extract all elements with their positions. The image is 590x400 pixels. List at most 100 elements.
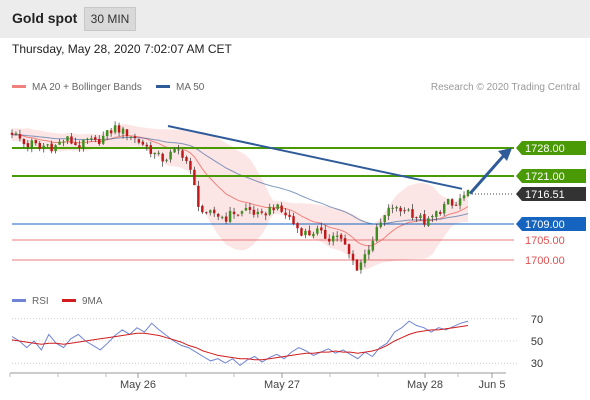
candle-bull xyxy=(165,159,168,161)
candle-bull xyxy=(458,198,462,206)
candle-bull xyxy=(46,144,49,146)
candle-bear xyxy=(98,138,101,144)
candle-bear xyxy=(125,129,129,137)
candle-bear xyxy=(347,244,351,254)
candle-bull xyxy=(220,216,224,218)
candle-bull xyxy=(240,211,244,214)
candle-bull xyxy=(157,152,160,154)
candle-bear xyxy=(343,238,347,245)
candle-bull xyxy=(121,128,125,134)
candle-bull xyxy=(169,151,172,160)
candle-bear xyxy=(137,139,141,143)
candle-bear xyxy=(308,230,311,236)
candle-bear xyxy=(189,160,192,170)
candle-bear xyxy=(288,214,291,217)
candle-bear xyxy=(22,139,26,145)
candle-bull xyxy=(442,204,446,214)
instrument-title: Gold spot xyxy=(12,10,78,26)
x-tick-label: May 28 xyxy=(407,379,443,391)
candle-bear xyxy=(109,130,113,134)
candle-bear xyxy=(280,205,283,212)
candle-bull xyxy=(395,207,398,209)
level-label-1709.00: 1709.00 xyxy=(525,219,565,231)
level-tag-1728.00 xyxy=(516,141,586,155)
candle-bear xyxy=(185,157,188,162)
candle-bear xyxy=(78,145,81,148)
rsi-tick-50: 50 xyxy=(531,336,543,348)
watermark: Research © 2020 Trading Central xyxy=(431,82,580,93)
candle-bear xyxy=(339,234,343,239)
level-label-1700.00: 1700.00 xyxy=(525,255,565,267)
candle-bull xyxy=(331,235,335,242)
candle-bull xyxy=(244,208,248,211)
candle-bull xyxy=(435,211,438,218)
candle-bear xyxy=(161,153,164,162)
candle-bear xyxy=(292,216,295,224)
legend-label-ma50: MA 50 xyxy=(176,82,205,93)
candle-bear xyxy=(38,143,41,149)
candle-bear xyxy=(423,214,426,225)
forecast-arrow-shaft xyxy=(468,152,508,195)
candle-bear xyxy=(50,143,53,152)
candle-bear xyxy=(284,212,287,216)
candle-bear xyxy=(264,213,268,216)
level-tag-1716.51 xyxy=(516,186,586,201)
candle-bear xyxy=(327,238,331,242)
rsi-tick-70: 70 xyxy=(531,314,543,326)
timeframe-button[interactable]: 30 MIN xyxy=(84,7,136,31)
level-label-1716.51: 1716.51 xyxy=(525,189,565,201)
candle-bear xyxy=(224,216,228,222)
candle-bull xyxy=(387,207,390,216)
candle-bear xyxy=(454,204,458,206)
trend-line xyxy=(167,125,463,190)
candle-bull xyxy=(419,215,422,219)
candle-bear xyxy=(141,141,145,145)
bollinger-band xyxy=(12,123,468,270)
candle-bear xyxy=(216,213,220,217)
candle-bull xyxy=(173,148,176,153)
forecast-arrow-head xyxy=(498,148,512,161)
candle-bear xyxy=(272,207,275,211)
candle-bear xyxy=(252,209,256,215)
level-label-1705.00: 1705.00 xyxy=(525,235,565,247)
candle-bull xyxy=(14,133,18,135)
candle-bear xyxy=(212,209,216,214)
legend-swatch-ma50 xyxy=(156,85,170,88)
rsi-ma-line xyxy=(11,325,469,361)
candle-bear xyxy=(232,211,236,215)
legend-label-ma20: MA 20 + Bollinger Bands xyxy=(32,82,142,93)
candle-bull xyxy=(228,210,232,222)
rsi-line xyxy=(11,320,469,367)
candle-bull xyxy=(58,141,61,145)
candle-bull xyxy=(256,211,260,215)
candle-bull xyxy=(177,149,180,151)
candle-bear xyxy=(205,212,208,214)
candle-bull xyxy=(371,240,375,251)
candle-bull xyxy=(62,141,65,143)
candle-bull xyxy=(113,125,117,133)
candle-bear xyxy=(260,211,264,213)
candle-bull xyxy=(276,204,279,209)
candle-bear xyxy=(193,169,196,186)
candle-bear xyxy=(355,259,359,271)
level-tag-1709.00 xyxy=(516,217,586,231)
candle-bull xyxy=(383,215,386,223)
candle-bear xyxy=(34,139,38,144)
candle-bull xyxy=(427,218,430,226)
candle-bear xyxy=(26,143,30,148)
candle-bear xyxy=(197,185,200,207)
level-label-1721.00: 1721.00 xyxy=(525,171,565,183)
candle-bear xyxy=(324,229,327,239)
candle-bear xyxy=(201,205,204,213)
candle-bull xyxy=(391,207,394,209)
candle-bear xyxy=(415,217,418,219)
x-tick-label: Jun 5 xyxy=(479,379,506,391)
candle-bear xyxy=(10,132,14,135)
candle-bull xyxy=(359,262,363,270)
candle-bear xyxy=(320,227,323,231)
candle-bull xyxy=(42,145,45,149)
candle-bull xyxy=(90,138,93,140)
candle-bear xyxy=(399,207,402,212)
candle-bull xyxy=(375,226,379,241)
candle-bull xyxy=(82,139,85,148)
